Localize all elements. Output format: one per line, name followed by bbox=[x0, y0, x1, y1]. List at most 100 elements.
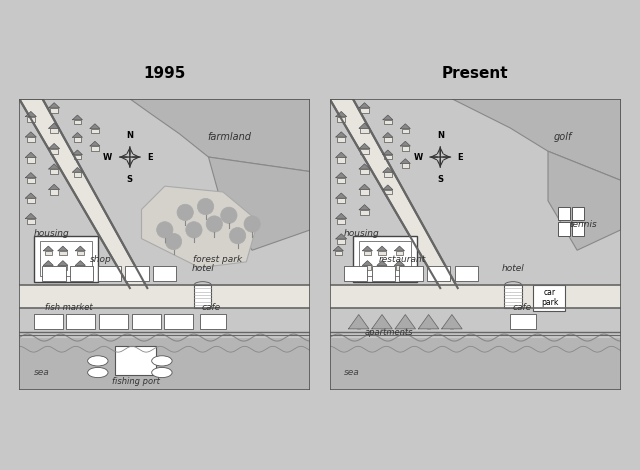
Bar bbox=[396, 251, 403, 256]
Bar bbox=[34, 314, 63, 329]
Bar bbox=[344, 266, 367, 281]
Bar bbox=[337, 137, 346, 142]
Bar bbox=[132, 314, 161, 329]
Bar bbox=[396, 266, 403, 270]
Bar bbox=[98, 266, 121, 281]
Bar bbox=[99, 314, 128, 329]
Polygon shape bbox=[336, 111, 347, 117]
Bar bbox=[504, 285, 522, 308]
Polygon shape bbox=[359, 123, 370, 128]
Polygon shape bbox=[359, 184, 370, 189]
Bar bbox=[337, 198, 346, 204]
Polygon shape bbox=[372, 314, 392, 329]
Polygon shape bbox=[76, 261, 85, 266]
Text: 1995: 1995 bbox=[143, 66, 186, 81]
Polygon shape bbox=[401, 124, 410, 128]
Bar bbox=[91, 128, 99, 133]
Bar bbox=[320, 251, 328, 256]
Polygon shape bbox=[336, 152, 347, 157]
Bar bbox=[50, 149, 58, 154]
Text: Present: Present bbox=[442, 66, 509, 81]
Polygon shape bbox=[19, 99, 147, 288]
Text: forest park: forest park bbox=[193, 255, 242, 264]
Bar bbox=[45, 266, 52, 270]
Polygon shape bbox=[58, 246, 68, 251]
Polygon shape bbox=[336, 193, 347, 198]
Bar bbox=[27, 219, 35, 224]
Text: park: park bbox=[541, 298, 558, 307]
Bar bbox=[372, 266, 395, 281]
Text: cafe: cafe bbox=[202, 303, 221, 312]
Bar bbox=[74, 120, 81, 125]
Bar bbox=[360, 169, 369, 174]
Polygon shape bbox=[383, 150, 393, 155]
Bar bbox=[558, 222, 570, 235]
Polygon shape bbox=[44, 261, 53, 266]
Bar bbox=[360, 128, 369, 133]
Polygon shape bbox=[395, 246, 404, 251]
Bar bbox=[27, 117, 35, 122]
Text: fishing port: fishing port bbox=[112, 377, 159, 386]
Text: golf: golf bbox=[554, 132, 572, 141]
Bar bbox=[401, 128, 409, 133]
Bar bbox=[572, 222, 584, 235]
Circle shape bbox=[186, 222, 202, 238]
Text: restaurant: restaurant bbox=[379, 255, 426, 264]
Polygon shape bbox=[72, 133, 83, 137]
Bar bbox=[384, 120, 392, 125]
Polygon shape bbox=[44, 246, 53, 251]
Polygon shape bbox=[72, 150, 83, 155]
Polygon shape bbox=[548, 151, 621, 250]
Polygon shape bbox=[377, 246, 387, 251]
Bar bbox=[401, 146, 409, 150]
Bar bbox=[40, 242, 92, 276]
Polygon shape bbox=[26, 172, 36, 178]
Bar bbox=[50, 108, 58, 113]
Bar bbox=[378, 266, 386, 270]
Bar bbox=[335, 251, 342, 256]
Bar bbox=[558, 206, 570, 220]
Polygon shape bbox=[452, 99, 621, 180]
Polygon shape bbox=[90, 124, 100, 128]
Polygon shape bbox=[383, 167, 393, 172]
Bar bbox=[510, 314, 536, 329]
Text: W: W bbox=[413, 153, 423, 162]
Text: apartments: apartments bbox=[365, 328, 413, 337]
Bar bbox=[42, 266, 66, 281]
Text: car: car bbox=[543, 288, 556, 297]
Polygon shape bbox=[26, 213, 36, 219]
Circle shape bbox=[206, 216, 223, 232]
Polygon shape bbox=[383, 133, 393, 137]
Polygon shape bbox=[49, 184, 60, 189]
Text: W: W bbox=[103, 153, 113, 162]
Polygon shape bbox=[49, 103, 60, 108]
Bar bbox=[337, 157, 346, 163]
Polygon shape bbox=[209, 157, 310, 250]
Bar bbox=[27, 198, 35, 204]
Polygon shape bbox=[76, 246, 85, 251]
Bar bbox=[337, 178, 346, 183]
Text: N: N bbox=[126, 131, 133, 140]
Bar bbox=[77, 251, 84, 256]
Bar bbox=[77, 266, 84, 270]
Polygon shape bbox=[26, 132, 36, 137]
Bar bbox=[164, 314, 193, 329]
Polygon shape bbox=[336, 172, 347, 178]
Polygon shape bbox=[49, 143, 60, 149]
Text: sea: sea bbox=[34, 368, 49, 377]
Bar bbox=[330, 337, 621, 390]
Circle shape bbox=[177, 204, 193, 220]
Ellipse shape bbox=[88, 368, 108, 377]
Bar bbox=[360, 189, 369, 195]
Bar bbox=[50, 189, 58, 195]
Text: hotel: hotel bbox=[502, 264, 524, 273]
Bar bbox=[74, 155, 81, 159]
Polygon shape bbox=[141, 186, 258, 268]
Polygon shape bbox=[401, 141, 410, 146]
Circle shape bbox=[165, 233, 182, 250]
Bar bbox=[59, 266, 67, 270]
Polygon shape bbox=[90, 141, 100, 146]
Ellipse shape bbox=[152, 356, 172, 366]
Polygon shape bbox=[130, 99, 310, 172]
Polygon shape bbox=[26, 152, 36, 157]
